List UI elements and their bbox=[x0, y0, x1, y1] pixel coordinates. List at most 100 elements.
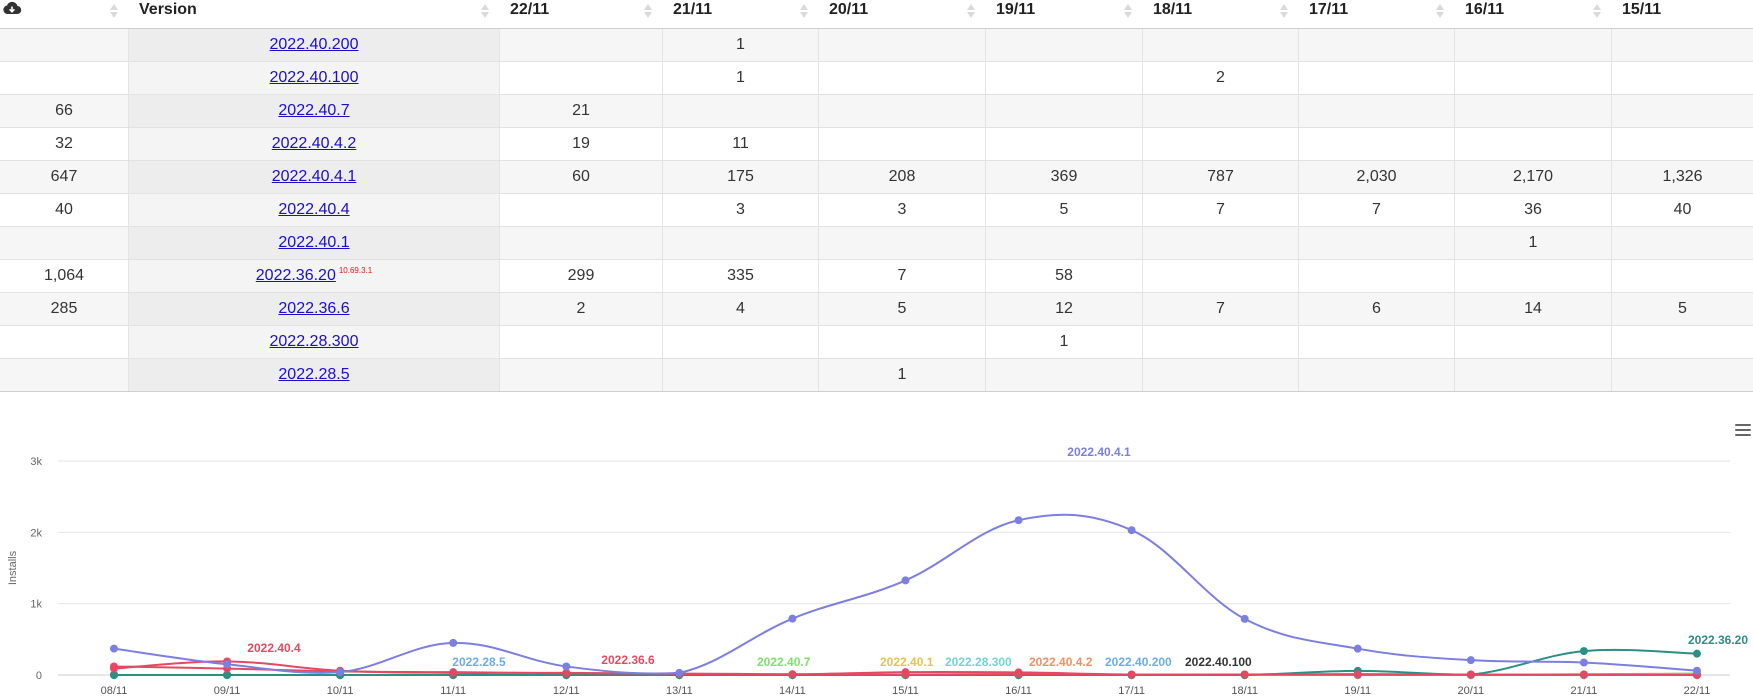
version-link[interactable]: 2022.40.7 bbox=[278, 102, 350, 119]
data-point bbox=[449, 668, 458, 677]
header-download-column[interactable] bbox=[0, 0, 129, 28]
total-installs-cell bbox=[0, 29, 129, 61]
header-date-18-11[interactable]: 18/11 bbox=[1153, 1, 1193, 18]
installs-value-cell bbox=[819, 62, 986, 94]
installs-value-cell: 2,170 bbox=[1455, 161, 1612, 193]
table-row: 40 2022.40.4 3 3 5 7 7 36 40 bbox=[0, 194, 1753, 227]
series-data-label: 2022.28.5 bbox=[452, 655, 506, 669]
header-date-15-11[interactable]: 15/11 bbox=[1622, 1, 1662, 18]
header-version[interactable]: Version bbox=[139, 1, 197, 18]
installs-value-cell bbox=[1143, 128, 1299, 160]
y-tick-label: 0 bbox=[36, 670, 42, 682]
table-row: 2022.28.5 1 bbox=[0, 359, 1753, 392]
installs-value-cell: 1 bbox=[986, 326, 1143, 358]
header-date-20-11[interactable]: 20/11 bbox=[829, 1, 869, 18]
installs-value-cell bbox=[500, 359, 663, 391]
table-row: 285 2022.36.6 2 4 5 12 7 6 14 5 bbox=[0, 293, 1753, 326]
installs-value-cell: 7 bbox=[1143, 293, 1299, 325]
data-point bbox=[1579, 670, 1588, 679]
total-installs-cell bbox=[0, 359, 129, 391]
table-row: 2022.40.200 1 bbox=[0, 29, 1753, 62]
sort-arrows-icon[interactable] bbox=[481, 3, 489, 19]
installs-value-cell: 58 bbox=[986, 260, 1143, 292]
version-link[interactable]: 2022.40.100 bbox=[269, 69, 359, 86]
installs-value-cell bbox=[1455, 62, 1612, 94]
installs-value-cell: 5 bbox=[819, 293, 986, 325]
header-date-16-11[interactable]: 16/11 bbox=[1465, 1, 1505, 18]
total-installs-cell: 32 bbox=[0, 128, 129, 160]
version-cell: 2022.40.4.2 bbox=[129, 128, 500, 160]
version-link[interactable]: 2022.36.20 bbox=[255, 267, 336, 284]
sort-arrows-icon[interactable] bbox=[1593, 3, 1601, 19]
installs-value-cell bbox=[1299, 95, 1455, 127]
total-installs-cell: 40 bbox=[0, 194, 129, 226]
version-cell: 2022.36.20 10.69.3.1 bbox=[129, 260, 500, 292]
hamburger-menu-icon[interactable] bbox=[1735, 424, 1751, 438]
installs-value-cell: 12 bbox=[986, 293, 1143, 325]
installs-value-cell: 1 bbox=[1455, 227, 1612, 259]
sort-arrows-icon[interactable] bbox=[110, 3, 118, 19]
header-date-19-11[interactable]: 19/11 bbox=[996, 1, 1036, 18]
data-point bbox=[1353, 644, 1362, 653]
version-link[interactable]: 2022.28.300 bbox=[269, 333, 359, 350]
version-link[interactable]: 2022.28.5 bbox=[278, 366, 350, 383]
x-tick-label: 08/11 bbox=[101, 685, 128, 697]
sort-arrows-icon[interactable] bbox=[967, 3, 975, 19]
x-tick-label: 12/11 bbox=[553, 685, 580, 697]
installs-value-cell: 5 bbox=[986, 194, 1143, 226]
installs-value-cell bbox=[986, 95, 1143, 127]
data-point bbox=[223, 671, 232, 679]
installs-value-cell: 787 bbox=[1143, 161, 1299, 193]
data-point bbox=[901, 668, 910, 677]
sort-arrows-icon[interactable] bbox=[1436, 3, 1444, 19]
data-point bbox=[110, 671, 118, 679]
installs-value-cell: 5 bbox=[1678, 300, 1687, 317]
version-link[interactable]: 2022.40.1 bbox=[278, 234, 350, 251]
table-header-row: Version 22/11 21/11 20/11 19/11 18/11 17/11 16/… bbox=[0, 0, 1753, 29]
header-date-17-11[interactable]: 17/11 bbox=[1309, 1, 1349, 18]
installs-value-cell bbox=[1455, 326, 1612, 358]
installs-value-cell bbox=[1612, 260, 1753, 292]
header-date-21-11[interactable]: 21/11 bbox=[673, 1, 713, 18]
series-data-label: 2022.36.6 bbox=[601, 653, 655, 667]
sort-arrows-icon[interactable] bbox=[800, 3, 808, 19]
installs-value-cell bbox=[663, 359, 819, 391]
total-installs-cell: 66 bbox=[0, 95, 129, 127]
installs-value-cell bbox=[1299, 326, 1455, 358]
installs-value-cell bbox=[500, 326, 663, 358]
installs-value-cell: 40 bbox=[1673, 201, 1692, 218]
data-point bbox=[675, 668, 684, 677]
installs-value-cell: 208 bbox=[819, 161, 986, 193]
installs-value-cell: 21 bbox=[500, 95, 663, 127]
version-link[interactable]: 2022.40.4 bbox=[278, 201, 350, 218]
data-point bbox=[1240, 670, 1249, 679]
installs-value-cell bbox=[1299, 128, 1455, 160]
sort-arrows-icon[interactable] bbox=[1124, 3, 1132, 19]
series-data-label: 2022.40.200 bbox=[1105, 655, 1172, 669]
series-data-label: 2022.40.100 bbox=[1185, 655, 1252, 669]
data-point bbox=[562, 668, 571, 677]
installs-value-cell: 1 bbox=[819, 359, 986, 391]
version-link[interactable]: 2022.40.4.1 bbox=[271, 168, 357, 185]
sort-arrows-icon[interactable] bbox=[644, 3, 652, 19]
series-data-label: 2022.40.4.1 bbox=[1067, 445, 1131, 459]
installs-value-cell bbox=[819, 326, 986, 358]
installs-value-cell: 175 bbox=[663, 161, 819, 193]
y-axis-label: Installs bbox=[7, 550, 19, 585]
series-data-label: 2022.40.4.2 bbox=[1029, 655, 1093, 669]
table-row: 32 2022.40.4.2 19 11 bbox=[0, 128, 1753, 161]
sort-arrows-icon[interactable] bbox=[1280, 3, 1288, 19]
version-cell: 2022.40.4 bbox=[129, 194, 500, 226]
installs-value-cell bbox=[819, 128, 986, 160]
version-link[interactable]: 2022.40.4.2 bbox=[271, 135, 357, 152]
version-link[interactable]: 2022.40.200 bbox=[269, 36, 359, 53]
installs-value-cell: 14 bbox=[1455, 293, 1612, 325]
x-tick-label: 22/11 bbox=[1684, 685, 1711, 697]
version-link[interactable]: 2022.36.6 bbox=[278, 300, 350, 317]
series-data-label: 2022.40.1 bbox=[880, 655, 934, 669]
installs-value-cell bbox=[986, 29, 1143, 61]
header-date-22-11[interactable]: 22/11 bbox=[510, 1, 550, 18]
version-cell: 2022.40.7 bbox=[129, 95, 500, 127]
table-row: 2022.40.100 1 2 bbox=[0, 62, 1753, 95]
data-point bbox=[788, 670, 797, 679]
